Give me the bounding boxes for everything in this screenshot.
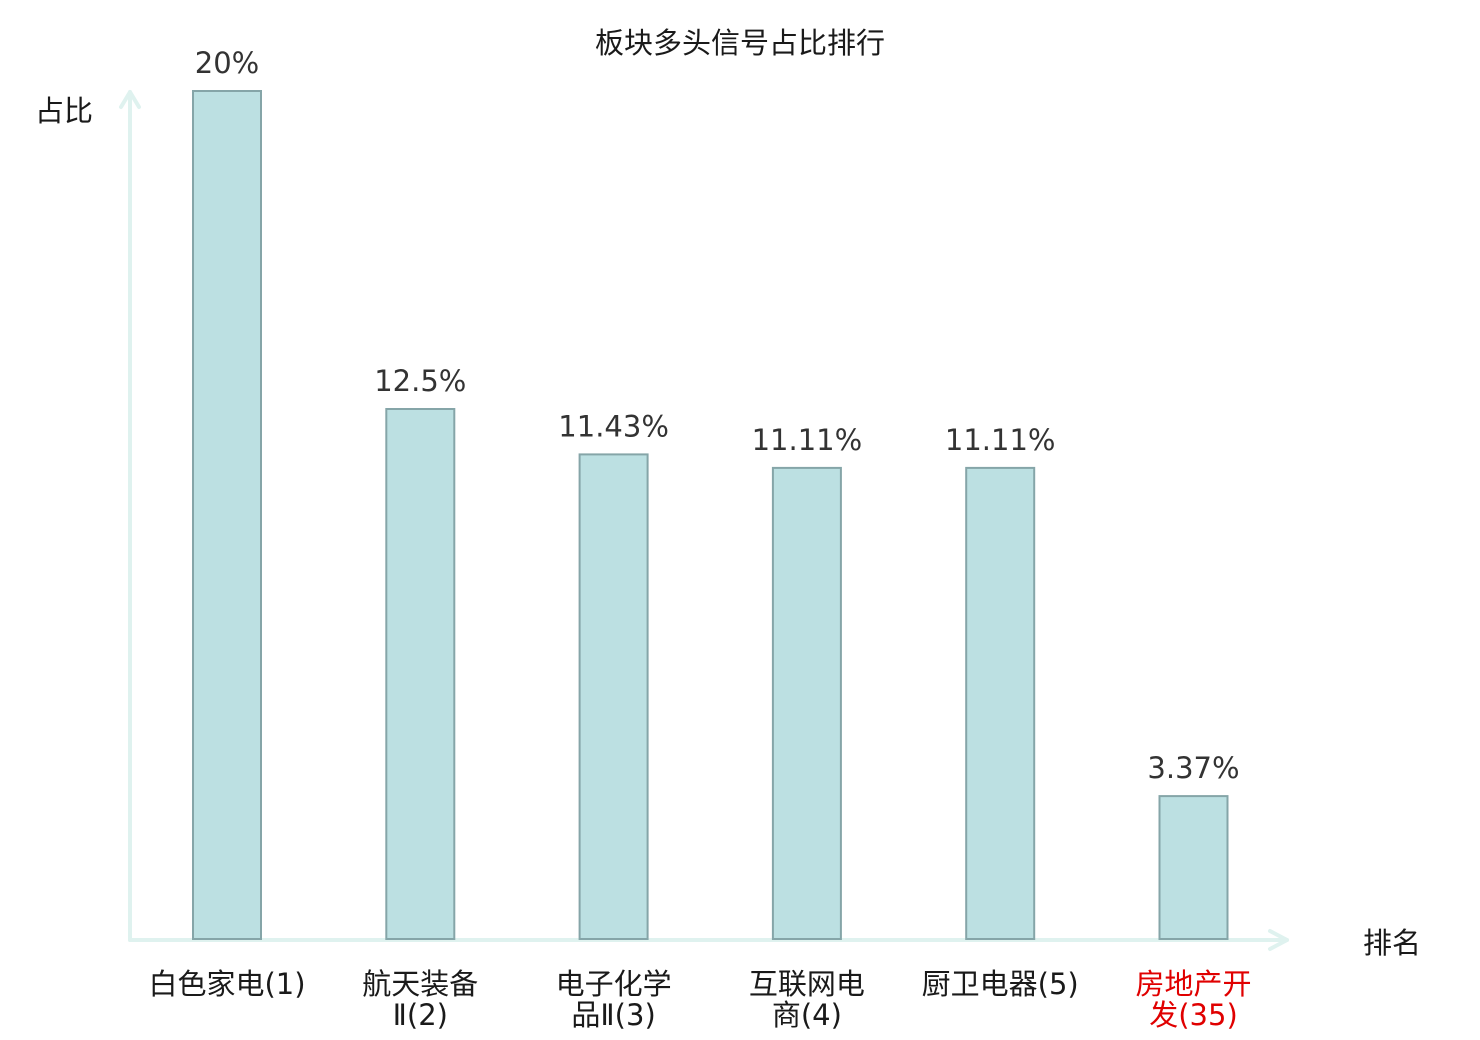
category-label-3-line-2: 品Ⅱ(3) xyxy=(571,998,655,1032)
y-axis-arrow xyxy=(119,90,141,109)
category-label-4-line-2: 商(4) xyxy=(772,998,842,1032)
value-label-4: 11.11% xyxy=(752,423,863,457)
bar-3 xyxy=(578,453,649,940)
axes xyxy=(119,90,1289,951)
chart-title: 板块多头信号占比排行 xyxy=(595,26,885,60)
category-label-2-line-1: 航天装备 xyxy=(362,967,478,1001)
bar-2 xyxy=(385,408,456,940)
category-label-3-line-1: 电子化学 xyxy=(556,967,672,1001)
value-label-2: 12.5% xyxy=(374,364,466,398)
bar-1 xyxy=(192,90,262,940)
category-label-4-line-1: 互联网电 xyxy=(749,967,865,1001)
category-label-5-line-1: 厨卫电器(5) xyxy=(922,967,1079,1001)
bar-6 xyxy=(1158,795,1229,940)
x-axis-label: 排名 xyxy=(1363,926,1421,960)
x-axis-arrow xyxy=(1268,929,1289,951)
category-label-1-line-1: 白色家电(1) xyxy=(148,967,305,1001)
value-labels-group: 20% 12.5% 11.43% 11.11% 11.11% 3.37% xyxy=(195,46,1240,785)
bars-group xyxy=(192,90,1229,940)
bar-5 xyxy=(965,466,1036,940)
value-label-1: 20% xyxy=(195,46,259,80)
bar-4 xyxy=(771,466,842,940)
category-label-6-line-1: 房地产开 xyxy=(1135,967,1251,1001)
y-axis-label: 占比 xyxy=(35,94,93,128)
category-label-6-line-2: 发(35) xyxy=(1149,998,1238,1032)
value-label-5: 11.11% xyxy=(945,423,1056,457)
category-label-2-line-2: Ⅱ(2) xyxy=(393,998,448,1032)
value-label-3: 11.43% xyxy=(558,409,669,443)
value-label-6: 3.37% xyxy=(1147,751,1239,785)
